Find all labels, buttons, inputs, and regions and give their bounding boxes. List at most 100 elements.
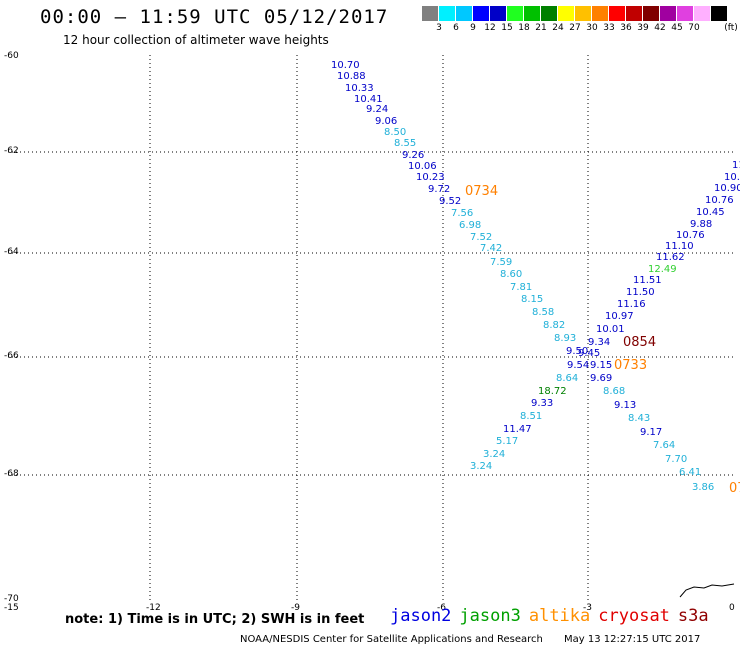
- wave-height-value: 3.86: [692, 482, 714, 493]
- scale-swatch: [677, 6, 693, 21]
- scale-swatch: [439, 6, 455, 21]
- wave-height-value: 8.82: [543, 320, 565, 331]
- wave-height-value: 9.06: [375, 116, 397, 127]
- wave-height-value: 10.33: [345, 83, 374, 94]
- graticule: [8, 55, 734, 600]
- wave-height-value: 18.72: [538, 386, 567, 397]
- lon-label: -3: [583, 603, 592, 613]
- satellite-legend-item: jason2: [390, 606, 452, 626]
- wave-height-value: 9.26: [402, 150, 424, 161]
- lon-label: -15: [4, 603, 19, 613]
- pass-time-label: 0854: [623, 335, 656, 350]
- wave-height-value: 10.41: [354, 94, 383, 105]
- wave-height-value: 10.23: [416, 172, 445, 183]
- wave-height-value: 8.43: [628, 413, 650, 424]
- wave-height-points: 10.7010.8810.3310.419.249.068.508.559.26…: [331, 60, 740, 493]
- wave-height-value: 11: [732, 160, 740, 171]
- scale-swatch: [592, 6, 608, 21]
- wave-height-value: 7.56: [451, 208, 473, 219]
- wave-height-value: 9.17: [640, 427, 662, 438]
- scale-label: 39: [637, 23, 649, 33]
- wave-height-value: 10.90: [714, 183, 740, 194]
- scale-swatch: [660, 6, 676, 21]
- satellite-legend: jason2 jason3 altika cryosat s3a: [390, 606, 717, 626]
- wave-height-value: 8.68: [603, 386, 625, 397]
- scale-swatch: [558, 6, 574, 21]
- scale-label: 12: [484, 23, 496, 33]
- scale-label: 21: [535, 23, 547, 33]
- wave-height-value: 10.06: [408, 161, 437, 172]
- wave-height-value: 11.10: [665, 241, 694, 252]
- wave-height-value: 10.88: [337, 71, 366, 82]
- wave-height-value: 5.17: [496, 436, 518, 447]
- scale-unit: (ft): [724, 23, 738, 33]
- wave-height-value: 8.51: [520, 411, 542, 422]
- wave-height-value: 9.45: [578, 348, 600, 359]
- wave-height-value: 11.50: [626, 287, 655, 298]
- scale-label: 45: [671, 23, 683, 33]
- wave-height-value: 9.54: [567, 360, 589, 371]
- scale-label: 24: [552, 23, 564, 33]
- wave-height-value: 12.49: [648, 264, 677, 275]
- pass-time-label: 0733: [614, 358, 647, 373]
- pass-time-label: 07: [729, 481, 740, 496]
- satellite-legend-item: jason3: [459, 606, 521, 626]
- wave-height-value: 10.01: [596, 324, 625, 335]
- scale-label: 70: [688, 23, 700, 33]
- scale-swatch: [694, 6, 710, 21]
- page-subtitle: 12 hour collection of altimeter wave hei…: [63, 33, 329, 47]
- wave-height-value: 10.70: [331, 60, 360, 71]
- wave-height-value: 10.4: [724, 172, 740, 183]
- wave-height-value: 9.88: [690, 219, 712, 230]
- wave-height-value: 9.34: [588, 337, 610, 348]
- scale-swatch: [473, 6, 489, 21]
- wave-height-value: 8.15: [521, 294, 543, 305]
- wave-height-value: 9.24: [366, 104, 388, 115]
- legend-note: note: 1) Time is in UTC; 2) SWH is in fe…: [65, 612, 365, 627]
- wave-height-value: 7.81: [510, 282, 532, 293]
- scale-swatch: [524, 6, 540, 21]
- wave-height-value: 10.76: [705, 195, 734, 206]
- wave-height-value: 7.64: [653, 440, 675, 451]
- wave-height-value: 8.93: [554, 333, 576, 344]
- page-title: 00:00 – 11:59 UTC 05/12/2017: [40, 6, 389, 28]
- scale-swatch: [575, 6, 591, 21]
- generated-timestamp: May 13 12:27:15 UTC 2017: [564, 634, 701, 645]
- satellite-legend-item: s3a: [677, 606, 709, 626]
- scale-label: 42: [654, 23, 666, 33]
- scale-label: 3: [436, 23, 442, 33]
- lat-label: -68: [4, 469, 19, 479]
- wave-height-value: 11.16: [617, 299, 646, 310]
- scale-label: 15: [501, 23, 513, 33]
- satellite-legend-item: altika: [528, 606, 591, 626]
- wave-height-value: 9.15: [590, 360, 612, 371]
- scale-label: 18: [518, 23, 530, 33]
- scale-swatch: [507, 6, 523, 21]
- pass-time-label: 0734: [465, 184, 498, 199]
- lon-label: -9: [291, 603, 300, 613]
- scale-swatch: [626, 6, 642, 21]
- scale-label: 30: [586, 23, 598, 33]
- lon-label: -12: [146, 603, 161, 613]
- wave-height-value: 8.60: [500, 269, 522, 280]
- wave-height-value: 11.47: [503, 424, 532, 435]
- scale-swatch: [490, 6, 506, 21]
- scale-swatch: [711, 6, 727, 21]
- wave-height-value: 11.62: [656, 252, 685, 263]
- wave-height-value: 8.58: [532, 307, 554, 318]
- scale-label: 9: [470, 23, 476, 33]
- wave-height-value: 9.33: [531, 398, 553, 409]
- wave-height-value: 9.69: [590, 373, 612, 384]
- wave-height-value: 10.97: [605, 311, 634, 322]
- wave-height-value: 10.45: [696, 207, 725, 218]
- coastline: [679, 583, 735, 598]
- scale-label: 33: [603, 23, 615, 33]
- wave-height-value: 6.41: [679, 467, 701, 478]
- wave-height-value: 8.55: [394, 138, 416, 149]
- wave-height-value: 8.64: [556, 373, 578, 384]
- wave-height-value: 3.24: [483, 449, 505, 460]
- scale-swatch: [541, 6, 557, 21]
- lat-label: -70: [4, 594, 19, 604]
- scale-label: 36: [620, 23, 632, 33]
- scale-swatch: [422, 6, 438, 21]
